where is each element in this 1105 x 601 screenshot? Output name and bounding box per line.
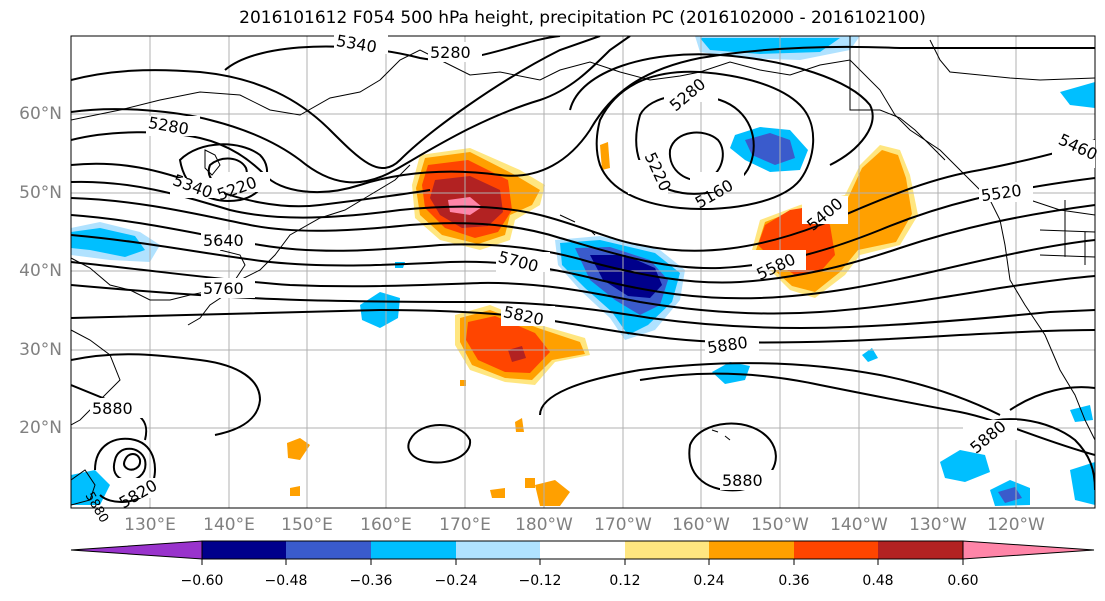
colorbar-extend-low [70,540,203,560]
colorbar-tick-label: −0.24 [434,573,478,589]
lon-label: 120°W [987,515,1045,535]
gridlines [71,36,1095,508]
lat-label: 40°N [19,261,62,281]
contour-label: 5640 [203,231,244,250]
fill-pos-mid [466,316,550,373]
map-frame [70,35,1096,509]
fill-neg-light [1070,405,1093,422]
lon-label: 170°E [439,515,491,535]
colorbar [70,540,1095,565]
fill-neg-light [1060,82,1095,108]
lat-label: 30°N [19,340,62,360]
colorbar-tick-label: −0.12 [518,573,562,589]
lon-label: 160°W [672,515,730,535]
lat-label: 50°N [19,183,62,203]
colorbar-segment [709,541,794,559]
fill-neg-light [700,38,840,54]
colorbar-segment [878,541,963,559]
colorbar-tick-label: 0.12 [609,573,641,589]
contour-label: 5880 [92,399,133,418]
lat-label: 20°N [19,418,62,438]
lon-label: 150°W [751,515,809,535]
contour-labels: 5340 5280 5280 5280 5220 5160 5340 5220 … [82,31,1101,526]
lon-label: 140°E [203,515,255,535]
colorbar-tick-label: −0.60 [180,573,224,589]
colorbar-segment [625,541,709,559]
contour-label: 5760 [203,279,244,298]
lon-label: 170°W [594,515,652,535]
colorbar-segment [202,541,286,559]
fill-pos-light [490,488,505,498]
fill-neg-light [71,228,145,257]
colorbar-segment [371,541,456,559]
map-title: 2016101612 F054 500 hPa height, precipit… [239,8,926,28]
contour-label: 5880 [722,471,763,490]
colorbar-tick-label: 0.60 [947,573,979,589]
map-area [71,36,1095,508]
colorbar-tick-label: −0.48 [264,573,308,589]
contour-label: 5280 [430,43,471,62]
fill-pos-light [525,478,535,488]
lon-label: 130°W [909,515,967,535]
lat-label: 60°N [19,104,62,124]
fill-pos-light [600,142,610,170]
colorbar-segment [286,541,371,559]
fill-pos-light [290,486,300,496]
lon-label: 140°W [830,515,888,535]
colorbar-tick-label: −0.36 [349,573,393,589]
fill-neg-light [1070,462,1095,505]
precip-fills [71,36,1095,506]
colorbar-tick-label: 0.48 [862,573,894,589]
colorbar-segment [456,541,540,559]
lon-label: 160°E [360,515,412,535]
lon-label: 130°E [124,515,176,535]
lon-label: 180°W [515,515,573,535]
colorbar-segment [794,541,878,559]
colorbar-tick-label: 0.24 [693,573,725,589]
fill-neg-mid [745,133,795,165]
colorbar-tick-label: 0.36 [778,573,810,589]
fill-neg-light [940,450,990,482]
fill-neg-light [862,348,878,362]
lon-label: 150°E [281,515,333,535]
colorbar-extend-high [962,540,1095,560]
colorbar-segment [540,541,625,559]
fill-pos-light [287,438,310,460]
